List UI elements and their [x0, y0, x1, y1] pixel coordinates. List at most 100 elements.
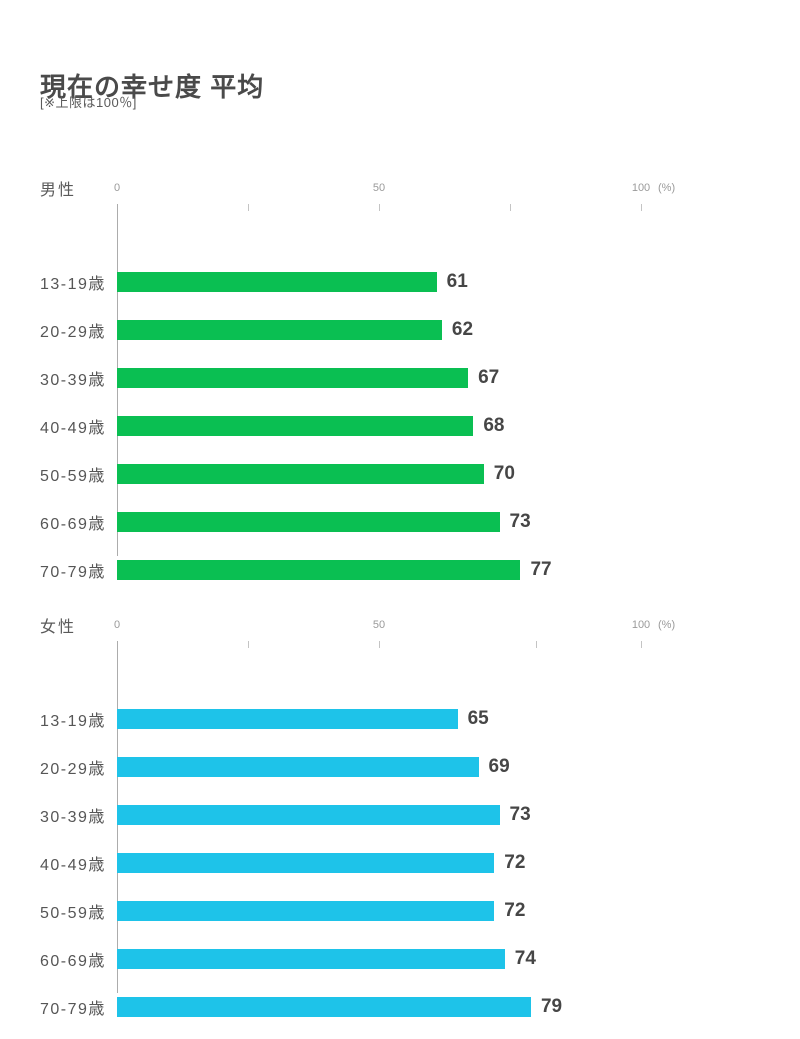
male-group-label: 男性 [40, 182, 77, 199]
page-title: 現在の幸せ度 平均 [40, 72, 265, 103]
female-chart: 女性 0 50 100 (%) 13-19歳 65 20-29歳 [0, 607, 800, 1031]
bar-track: 67 [117, 367, 641, 388]
bar-track: 72 [117, 900, 641, 921]
category-label: 40-49歳 [40, 420, 106, 437]
bar-male-50-59 [117, 464, 484, 484]
male-chart: 男性 0 50 100 (%) 13-19歳 61 20-29歳 [0, 170, 800, 594]
axis-tick [510, 204, 511, 211]
bar-track: 72 [117, 852, 641, 873]
bar-row: 60-69歳 73 [0, 498, 800, 546]
category-label: 60-69歳 [40, 516, 106, 533]
category-label: 70-79歳 [40, 1001, 106, 1018]
value-label: 62 [451, 319, 474, 340]
bar-male-40-49 [117, 416, 474, 436]
female-group-label: 女性 [40, 619, 77, 636]
bar-track: 65 [117, 708, 641, 729]
male-chart-header: 男性 0 50 100 (%) [0, 170, 800, 214]
bar-row: 60-69歳 74 [0, 935, 800, 983]
bar-male-20-29 [117, 320, 442, 340]
bar-row: 40-49歳 68 [0, 402, 800, 450]
category-label: 30-39歳 [40, 809, 106, 826]
page-note: [※上限は100％] [40, 95, 137, 110]
female-axis: 0 50 100 (%) [113, 607, 675, 651]
bar-track: 70 [117, 463, 641, 484]
bar-female-70-79 [117, 997, 531, 1017]
bar-male-60-69 [117, 512, 500, 532]
value-label: 67 [478, 367, 500, 388]
bar-male-13-19 [117, 272, 437, 292]
axis-label-50: 50 [372, 182, 386, 194]
bar-track: 77 [117, 559, 641, 580]
axis-tick [248, 641, 249, 648]
bar-female-13-19 [117, 709, 458, 729]
bar-track: 73 [117, 511, 641, 532]
male-axis-ticks [117, 204, 642, 211]
axis-label-0: 0 [113, 182, 121, 194]
bar-track: 79 [117, 996, 641, 1017]
category-label: 30-39歳 [40, 372, 106, 389]
axis-label-100: 100 [631, 619, 651, 631]
bar-row: 50-59歳 70 [0, 450, 800, 498]
value-label: 61 [446, 271, 468, 292]
axis-label-100: 100 [631, 182, 651, 194]
value-label: 79 [540, 996, 563, 1017]
axis-unit-label: (%) [658, 182, 676, 194]
bar-track: 62 [117, 319, 641, 340]
axis-tick [536, 641, 538, 648]
axis-tick [641, 641, 642, 648]
value-label: 72 [504, 852, 526, 873]
category-label: 20-29歳 [40, 761, 106, 778]
axis-tick [248, 204, 249, 211]
value-label: 65 [467, 708, 489, 729]
bar-row: 30-39歳 73 [0, 791, 800, 839]
bar-row: 13-19歳 61 [0, 258, 800, 306]
category-label: 40-49歳 [40, 857, 106, 874]
bar-track: 68 [117, 415, 641, 436]
male-axis: 0 50 100 (%) [113, 170, 675, 214]
value-label: 77 [530, 559, 552, 580]
value-label: 73 [509, 804, 531, 825]
bar-row: 13-19歳 65 [0, 695, 800, 743]
bar-female-60-69 [117, 949, 505, 969]
bar-row: 20-29歳 62 [0, 306, 800, 354]
bar-track: 73 [117, 804, 641, 825]
category-label: 50-59歳 [40, 468, 106, 485]
category-label: 13-19歳 [40, 276, 106, 293]
female-plot: 13-19歳 65 20-29歳 69 30-39歳 73 [0, 651, 800, 1031]
category-label: 13-19歳 [40, 713, 106, 730]
value-label: 72 [504, 900, 526, 921]
value-label: 69 [488, 756, 510, 777]
category-label: 60-69歳 [40, 953, 106, 970]
bar-female-50-59 [117, 901, 495, 921]
bar-row: 30-39歳 67 [0, 354, 800, 402]
bar-row: 70-79歳 79 [0, 983, 800, 1031]
value-label: 68 [483, 415, 505, 436]
bar-row: 40-49歳 72 [0, 839, 800, 887]
axis-label-0: 0 [113, 619, 121, 631]
bar-row: 70-79歳 77 [0, 546, 800, 594]
axis-tick [379, 641, 380, 648]
value-label: 73 [509, 511, 531, 532]
bar-row: 20-29歳 69 [0, 743, 800, 791]
axis-tick [641, 204, 642, 211]
category-label: 70-79歳 [40, 564, 106, 581]
category-label: 20-29歳 [40, 324, 106, 341]
bar-female-40-49 [117, 853, 495, 873]
bar-male-70-79 [117, 560, 521, 580]
axis-tick [379, 204, 380, 211]
axis-label-50: 50 [372, 619, 386, 631]
female-axis-ticks [117, 641, 642, 648]
bar-track: 61 [117, 271, 641, 292]
bar-row: 50-59歳 72 [0, 887, 800, 935]
category-label: 50-59歳 [40, 905, 106, 922]
female-chart-header: 女性 0 50 100 (%) [0, 607, 800, 651]
bar-track: 74 [117, 948, 641, 969]
bar-female-30-39 [117, 805, 500, 825]
bar-male-30-39 [117, 368, 469, 388]
value-label: 74 [514, 948, 536, 969]
bar-track: 69 [117, 756, 641, 777]
value-label: 70 [493, 463, 515, 484]
male-plot: 13-19歳 61 20-29歳 62 30-39歳 67 [0, 214, 800, 594]
bar-female-20-29 [117, 757, 479, 777]
